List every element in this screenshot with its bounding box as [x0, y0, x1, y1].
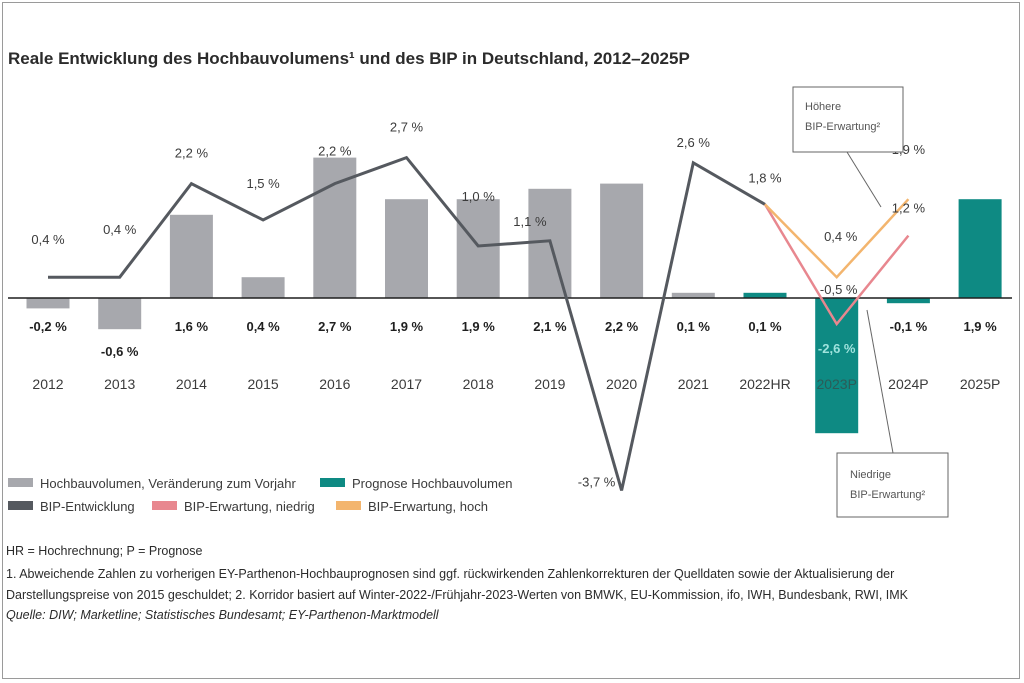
bar-2024P	[886, 298, 930, 304]
x-tick-label: 2015	[248, 376, 279, 392]
annotation-low-line1: Niedrige	[850, 469, 891, 481]
x-tick-label: 2023P	[816, 376, 856, 392]
bar-value-label: 1,9 %	[390, 319, 424, 334]
line-value-label: 1,2 %	[892, 201, 926, 216]
bar-2023P	[815, 298, 859, 434]
bar-2020	[600, 183, 644, 298]
line-value-label: -3,7 %	[578, 474, 616, 489]
x-tick-label: 2022HR	[739, 376, 790, 392]
annotation-box-low	[836, 452, 949, 518]
bar-2017	[385, 199, 428, 298]
line-value-label: 1,8 %	[748, 170, 782, 185]
footnote-1b: Darstellungspreise von 2015 geschuldet; …	[6, 588, 909, 602]
annotation-high-line1: Höhere	[805, 101, 841, 113]
bar-value-label: 2,2 %	[605, 319, 639, 334]
bar-value-label: -0,2 %	[29, 319, 67, 334]
annotation-high-line2: BIP-Erwartung²	[805, 121, 881, 133]
line-bip-erwartung-niedrig	[763, 203, 910, 327]
bar-value-label: 1,9 %	[462, 319, 496, 334]
x-tick-label: 2017	[391, 376, 422, 392]
legend-swatch-prognose	[320, 478, 345, 487]
x-tick-label: 2018	[463, 376, 494, 392]
source-note: Quelle: DIW; Marketline; Statistisches B…	[6, 608, 440, 622]
legend-swatch-bip	[8, 501, 33, 510]
line-value-label: 0,4 %	[31, 232, 65, 247]
legend-label-hochbau: Hochbauvolumen, Veränderung zum Vorjahr	[40, 476, 296, 491]
line-value-label: 2,2 %	[318, 144, 352, 159]
legend-label-bip-high: BIP-Erwartung, hoch	[368, 499, 488, 514]
note-abbreviations: HR = Hochrechnung; P = Prognose	[6, 544, 202, 558]
annotation-box-high	[792, 86, 904, 153]
line-value-label: -0,5 %	[820, 282, 858, 297]
bar-2022HR	[743, 292, 787, 298]
legend-label-prognose: Prognose Hochbauvolumen	[352, 476, 512, 491]
bar-value-label: -0,1 %	[890, 319, 928, 334]
chart-title: Reale Entwicklung des Hochbauvolumens¹ u…	[8, 49, 690, 68]
bar-value-label: 0,4 %	[246, 319, 280, 334]
x-tick-label: 2021	[678, 376, 709, 392]
x-tick-label: 2014	[176, 376, 207, 392]
bar-value-label: 0,1 %	[677, 319, 711, 334]
bar-2021	[671, 292, 715, 298]
x-tick-label: 2012	[32, 376, 63, 392]
bar-2013	[98, 298, 142, 330]
line-value-label: 1,5 %	[246, 176, 280, 191]
line-value-label: 2,6 %	[677, 135, 711, 150]
line-value-label: 1,1 %	[513, 214, 547, 229]
bar-2018	[456, 199, 500, 298]
x-tick-label: 2019	[534, 376, 565, 392]
footnote-1a: 1. Abweichende Zahlen zu vorherigen EY-P…	[6, 567, 894, 581]
bar-value-label: 1,9 %	[963, 319, 997, 334]
legend-swatch-hochbau	[8, 478, 33, 487]
line-bip-erwartung-hoch	[764, 198, 910, 280]
bar-2015	[241, 277, 285, 298]
legend-swatch-bip-high	[336, 501, 361, 510]
annotation-low-line2: BIP-Erwartung²	[850, 489, 926, 501]
bar-value-label: 0,1 %	[748, 319, 782, 334]
bar-2016	[313, 157, 357, 298]
bar-2025P	[958, 199, 1002, 298]
legend-label-bip-low: BIP-Erwartung, niedrig	[184, 499, 315, 514]
bar-2012	[26, 298, 70, 309]
line-bip-entwicklung	[48, 155, 766, 491]
legend-swatch-bip-low	[152, 501, 177, 510]
line-value-label: 0,4 %	[103, 222, 137, 237]
bar-value-label: 2,1 %	[533, 319, 567, 334]
bar-2014	[169, 214, 213, 298]
x-tick-label: 2024P	[888, 376, 928, 392]
line-value-label: 1,0 %	[462, 189, 496, 204]
annotation-low-leader	[866, 309, 894, 454]
x-tick-label: 2020	[606, 376, 637, 392]
x-tick-label: 2013	[104, 376, 135, 392]
line-value-label: 2,7 %	[390, 120, 424, 135]
bar-value-label: -2,6 %	[818, 341, 856, 356]
x-tick-label: 2016	[319, 376, 350, 392]
annotation-high-leader	[846, 151, 882, 208]
bar-value-label: -0,6 %	[101, 344, 139, 359]
x-tick-label: 2025P	[960, 376, 1000, 392]
bar-value-label: 1,6 %	[175, 319, 209, 334]
bar-value-label: 2,7 %	[318, 319, 352, 334]
line-value-label: 0,4 %	[824, 229, 858, 244]
legend-label-bip: BIP-Entwicklung	[40, 499, 135, 514]
line-value-label: 2,2 %	[175, 146, 209, 161]
